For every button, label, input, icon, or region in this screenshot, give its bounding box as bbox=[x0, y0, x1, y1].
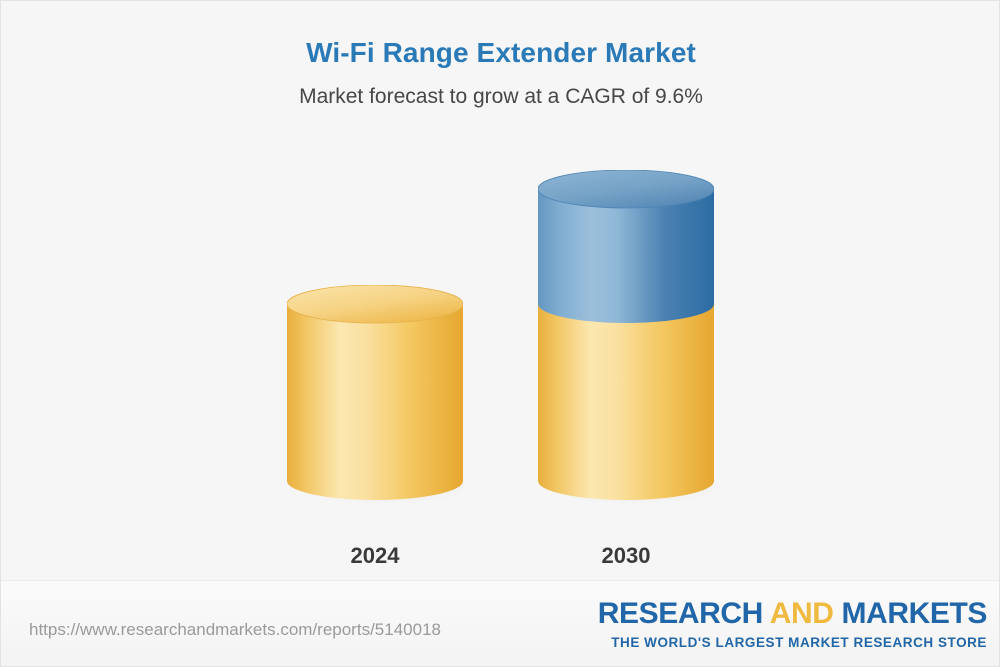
page-title: Wi-Fi Range Extender Market bbox=[306, 37, 696, 68]
brand-word-markets: MARKETS bbox=[833, 597, 987, 630]
chart-header: Wi-Fi Range Extender Market Market forec… bbox=[1, 1, 999, 109]
cylinder-2030-top bbox=[538, 170, 714, 208]
brand-word-and: AND bbox=[769, 597, 834, 630]
cylinder-2030-blue-segment bbox=[538, 189, 714, 323]
cylinder-2030-graphic bbox=[537, 169, 726, 505]
footer-bar: https://www.researchandmarkets.com/repor… bbox=[1, 580, 999, 666]
cylinder-2024-graphic bbox=[286, 284, 475, 505]
cylinder-2030 bbox=[537, 169, 726, 515]
chart-plot-area: USD 2 Billion bbox=[1, 141, 999, 630]
brand-logo[interactable]: RESEARCH AND MARKETS THE WORLD'S LARGEST… bbox=[597, 597, 988, 651]
year-label-2024: 2024 bbox=[350, 543, 400, 568]
cylinder-2030-gold-segment bbox=[538, 304, 714, 500]
cylinder-2024 bbox=[286, 284, 475, 515]
brand-tagline: THE WORLD'S LARGEST MARKET RESEARCH STOR… bbox=[611, 635, 987, 650]
source-url-link[interactable]: https://www.researchandmarkets.com/repor… bbox=[29, 620, 441, 639]
brand-word-research: RESEARCH bbox=[597, 597, 770, 630]
brand-wordmark: RESEARCH AND MARKETS bbox=[597, 597, 988, 630]
cylinder-2024-top bbox=[287, 285, 463, 323]
page-subtitle: Market forecast to grow at a CAGR of 9.6… bbox=[299, 85, 703, 108]
cylinder-2024-body bbox=[287, 304, 463, 500]
year-label-2030: 2030 bbox=[601, 543, 651, 568]
